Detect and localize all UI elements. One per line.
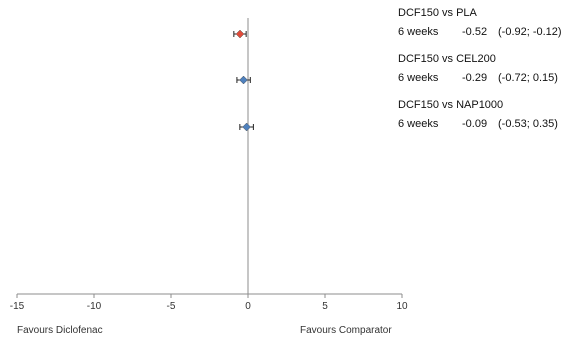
marks-layer (233, 29, 254, 132)
comparison-annotations: DCF150 vs PLA 6 weeks -0.52 (-0.92; -0.12) D… (398, 7, 562, 130)
estimate-label: -0.52 (462, 26, 487, 38)
favours-diclofenac-label: Favours Diclofenac (17, 325, 103, 336)
comparison-label: DCF150 vs NAP1000 (398, 99, 503, 111)
estimate-marker (242, 122, 251, 132)
duration-label: 6 weeks (398, 118, 439, 130)
labels-layer: Favours Diclofenac Favours Comparator (17, 325, 392, 336)
estimate-marker (235, 29, 245, 39)
duration-label: 6 weeks (398, 72, 439, 84)
comparison-label: DCF150 vs CEL200 (398, 53, 496, 65)
x-tick-label: -10 (87, 301, 102, 312)
ci-label: (-0.53; 0.35) (498, 118, 558, 130)
favours-comparator-label: Favours Comparator (300, 325, 392, 336)
x-tick-label: 5 (322, 301, 328, 312)
estimate-label: -0.09 (462, 118, 487, 130)
comparison-label: DCF150 vs PLA (398, 7, 478, 19)
x-tick-label: 0 (245, 301, 251, 312)
axis-layer: -15 -10 -5 0 5 10 (10, 18, 408, 312)
duration-label: 6 weeks (398, 26, 439, 38)
estimate-marker (239, 75, 248, 85)
x-tick-label: -5 (167, 301, 176, 312)
ci-label: (-0.72; 0.15) (498, 72, 558, 84)
ci-label: (-0.92; -0.12) (498, 26, 562, 38)
x-tick-label: -15 (10, 301, 25, 312)
estimate-label: -0.29 (462, 72, 487, 84)
x-tick-label: 10 (396, 301, 408, 312)
